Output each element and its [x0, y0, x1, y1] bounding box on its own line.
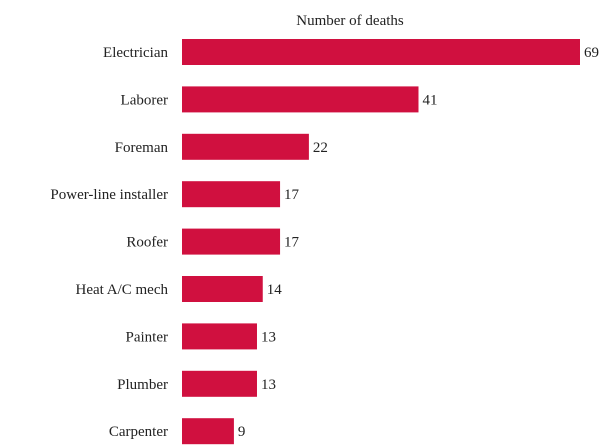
category-label: Laborer [121, 92, 168, 108]
value-label: 69 [584, 45, 599, 61]
value-label: 17 [284, 187, 300, 203]
bar-laborer [182, 86, 419, 113]
bar-roofer [182, 228, 281, 255]
bar-heat-a-c-mech [182, 276, 263, 302]
category-label: Electrician [103, 45, 168, 61]
category-label: Power-line installer [50, 187, 168, 203]
bar-electrician [182, 39, 580, 65]
value-label: 9 [238, 424, 246, 440]
category-labels: Electrician Laborer Foreman Power-line inst… [50, 45, 168, 440]
value-label: 13 [261, 377, 276, 393]
value-label: 22 [313, 140, 328, 156]
value-labels: 69 41 22 17 17 14 13 13 9 [238, 45, 599, 440]
category-label: Painter [126, 329, 169, 345]
value-label: 14 [267, 282, 283, 298]
category-label: Foreman [115, 140, 169, 156]
category-label: Roofer [126, 235, 168, 251]
bar-carpenter [182, 418, 234, 445]
category-label: Heat A/C mech [76, 282, 169, 298]
category-label: Plumber [117, 377, 168, 393]
bar-foreman [182, 133, 309, 160]
value-label: 17 [284, 235, 300, 251]
value-label: 13 [261, 329, 276, 345]
bar-painter [182, 323, 257, 350]
bars-group [182, 39, 580, 445]
bar-plumber [182, 370, 257, 397]
category-label: Carpenter [109, 424, 168, 440]
bar-power-line-installer [182, 181, 281, 208]
value-label: 41 [422, 92, 437, 108]
chart-title: Number of deaths [296, 13, 404, 29]
